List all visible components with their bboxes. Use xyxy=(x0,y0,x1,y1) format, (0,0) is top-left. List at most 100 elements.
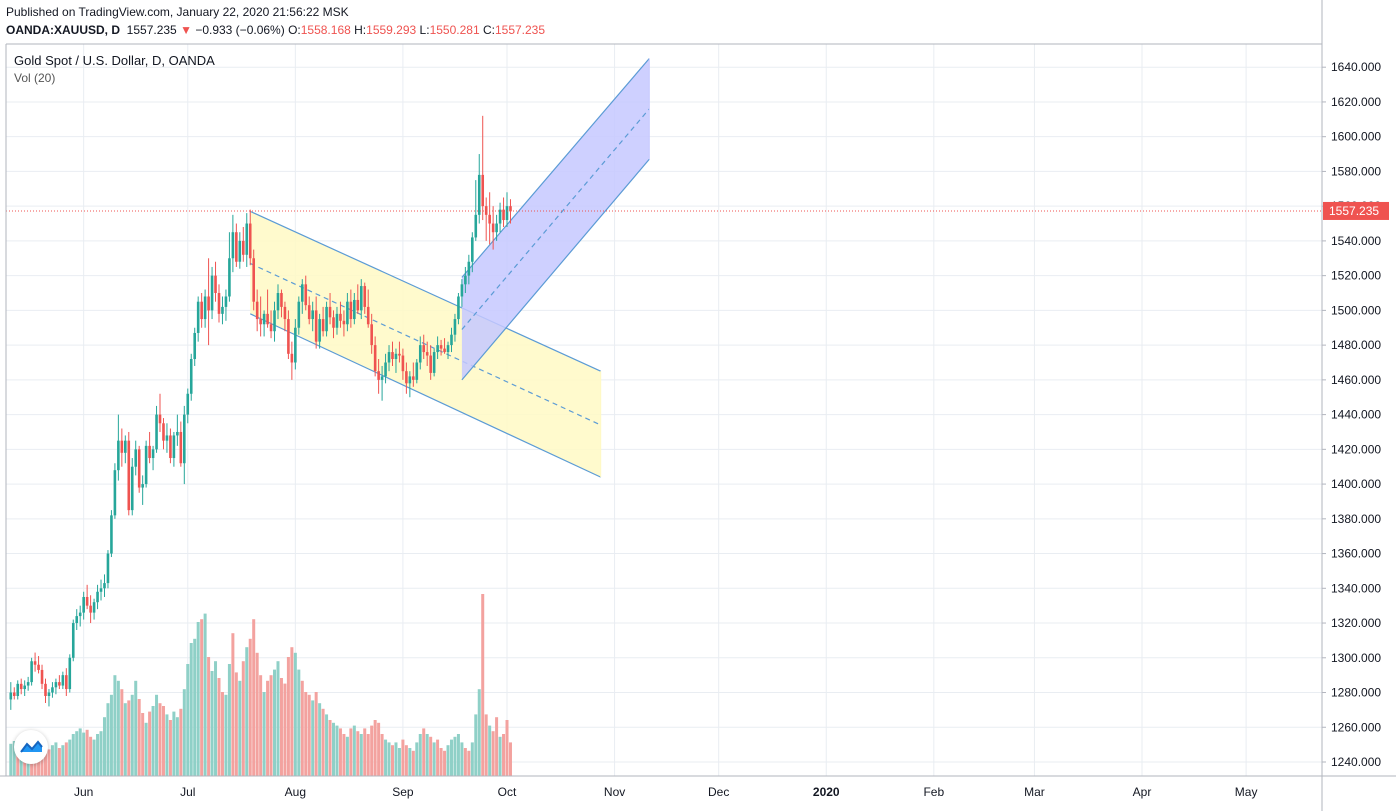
candle[interactable] xyxy=(439,339,443,356)
candle[interactable] xyxy=(68,654,72,693)
candle[interactable] xyxy=(370,313,373,354)
candle[interactable] xyxy=(356,284,360,314)
candle[interactable] xyxy=(477,154,481,224)
candle[interactable] xyxy=(47,689,51,707)
descending-channel-lower-line[interactable] xyxy=(249,313,601,478)
candle[interactable] xyxy=(151,445,155,471)
candle[interactable] xyxy=(169,428,172,464)
candle[interactable] xyxy=(89,595,92,624)
candle[interactable] xyxy=(387,345,391,372)
candle[interactable] xyxy=(429,345,432,380)
candle[interactable] xyxy=(103,574,106,597)
candle[interactable] xyxy=(425,341,429,366)
candle[interactable] xyxy=(26,676,30,691)
candle[interactable] xyxy=(453,313,457,342)
tradingview-logo-icon[interactable] xyxy=(14,730,48,764)
descending-channel-mid-line[interactable] xyxy=(249,262,601,426)
candle[interactable] xyxy=(238,232,242,269)
candle[interactable] xyxy=(300,279,304,314)
candle[interactable] xyxy=(235,223,238,267)
candle[interactable] xyxy=(165,423,169,453)
candle[interactable] xyxy=(158,393,162,432)
candle[interactable] xyxy=(78,605,82,627)
candle[interactable] xyxy=(342,310,346,337)
candle[interactable] xyxy=(189,353,193,401)
candle[interactable] xyxy=(37,656,40,674)
candle[interactable] xyxy=(117,414,120,481)
candle[interactable] xyxy=(321,306,325,337)
candle[interactable] xyxy=(241,227,245,262)
candle[interactable] xyxy=(314,296,318,349)
candle[interactable] xyxy=(290,341,294,380)
candle[interactable] xyxy=(349,289,353,328)
candle[interactable] xyxy=(58,675,61,690)
candle[interactable] xyxy=(307,296,311,325)
candle[interactable] xyxy=(446,341,450,360)
price-axis[interactable]: 1640.0001620.0001600.0001580.0001560.000… xyxy=(1322,60,1381,769)
candle[interactable] xyxy=(193,327,197,366)
candle[interactable] xyxy=(464,266,467,294)
candle[interactable] xyxy=(231,214,235,273)
candle[interactable] xyxy=(33,652,37,672)
candle[interactable] xyxy=(259,296,262,337)
candle[interactable] xyxy=(130,458,134,516)
candle[interactable] xyxy=(269,310,273,339)
candle[interactable] xyxy=(422,334,426,360)
candle[interactable] xyxy=(85,584,89,610)
candle[interactable] xyxy=(283,301,287,332)
candle[interactable] xyxy=(96,584,99,610)
candle[interactable] xyxy=(255,289,259,332)
candle[interactable] xyxy=(252,249,255,311)
candle[interactable] xyxy=(12,687,16,700)
candle[interactable] xyxy=(505,192,509,228)
candle[interactable] xyxy=(224,289,228,321)
candle[interactable] xyxy=(200,293,203,328)
candle[interactable] xyxy=(384,353,387,384)
candle[interactable] xyxy=(228,232,231,302)
candle[interactable] xyxy=(380,365,384,401)
candle[interactable] xyxy=(207,258,210,346)
ascending-channel-mid-line[interactable] xyxy=(461,108,650,330)
candle[interactable] xyxy=(248,209,252,266)
candle[interactable] xyxy=(82,591,85,620)
candle[interactable] xyxy=(186,388,190,424)
candle[interactable] xyxy=(401,348,405,380)
candle[interactable] xyxy=(134,440,138,476)
candle[interactable] xyxy=(65,668,68,696)
candle[interactable] xyxy=(280,289,283,318)
candle[interactable] xyxy=(443,338,446,354)
candle[interactable] xyxy=(460,279,464,307)
candle[interactable] xyxy=(332,310,335,339)
time-axis[interactable]: Jun Jul Aug Sep Oct Nov Dec 2020 Feb Mar Apr May xyxy=(74,785,1257,799)
candle[interactable] xyxy=(214,261,217,302)
candle[interactable] xyxy=(210,266,214,320)
candle[interactable] xyxy=(262,310,266,337)
candle[interactable] xyxy=(294,319,297,370)
candle[interactable] xyxy=(23,680,26,696)
candle[interactable] xyxy=(484,197,488,241)
candle[interactable] xyxy=(353,293,356,325)
candle[interactable] xyxy=(287,310,290,360)
candle[interactable] xyxy=(106,550,110,589)
candle[interactable] xyxy=(502,197,505,228)
candle[interactable] xyxy=(394,348,398,373)
candle[interactable] xyxy=(304,275,308,311)
candle[interactable] xyxy=(405,362,408,394)
candle[interactable] xyxy=(61,671,65,690)
candle[interactable] xyxy=(498,202,502,233)
candle[interactable] xyxy=(491,206,495,250)
candle[interactable] xyxy=(276,284,280,320)
candle[interactable] xyxy=(196,296,200,342)
candle[interactable] xyxy=(325,301,328,337)
candle[interactable] xyxy=(366,289,370,328)
candle[interactable] xyxy=(415,359,419,384)
candle[interactable] xyxy=(391,341,394,366)
candle[interactable] xyxy=(418,336,422,370)
candle[interactable] xyxy=(40,664,44,690)
candle[interactable] xyxy=(127,431,131,516)
candle[interactable] xyxy=(71,619,75,662)
candle[interactable] xyxy=(488,192,491,245)
candle[interactable] xyxy=(266,289,269,328)
candle[interactable] xyxy=(183,405,186,485)
